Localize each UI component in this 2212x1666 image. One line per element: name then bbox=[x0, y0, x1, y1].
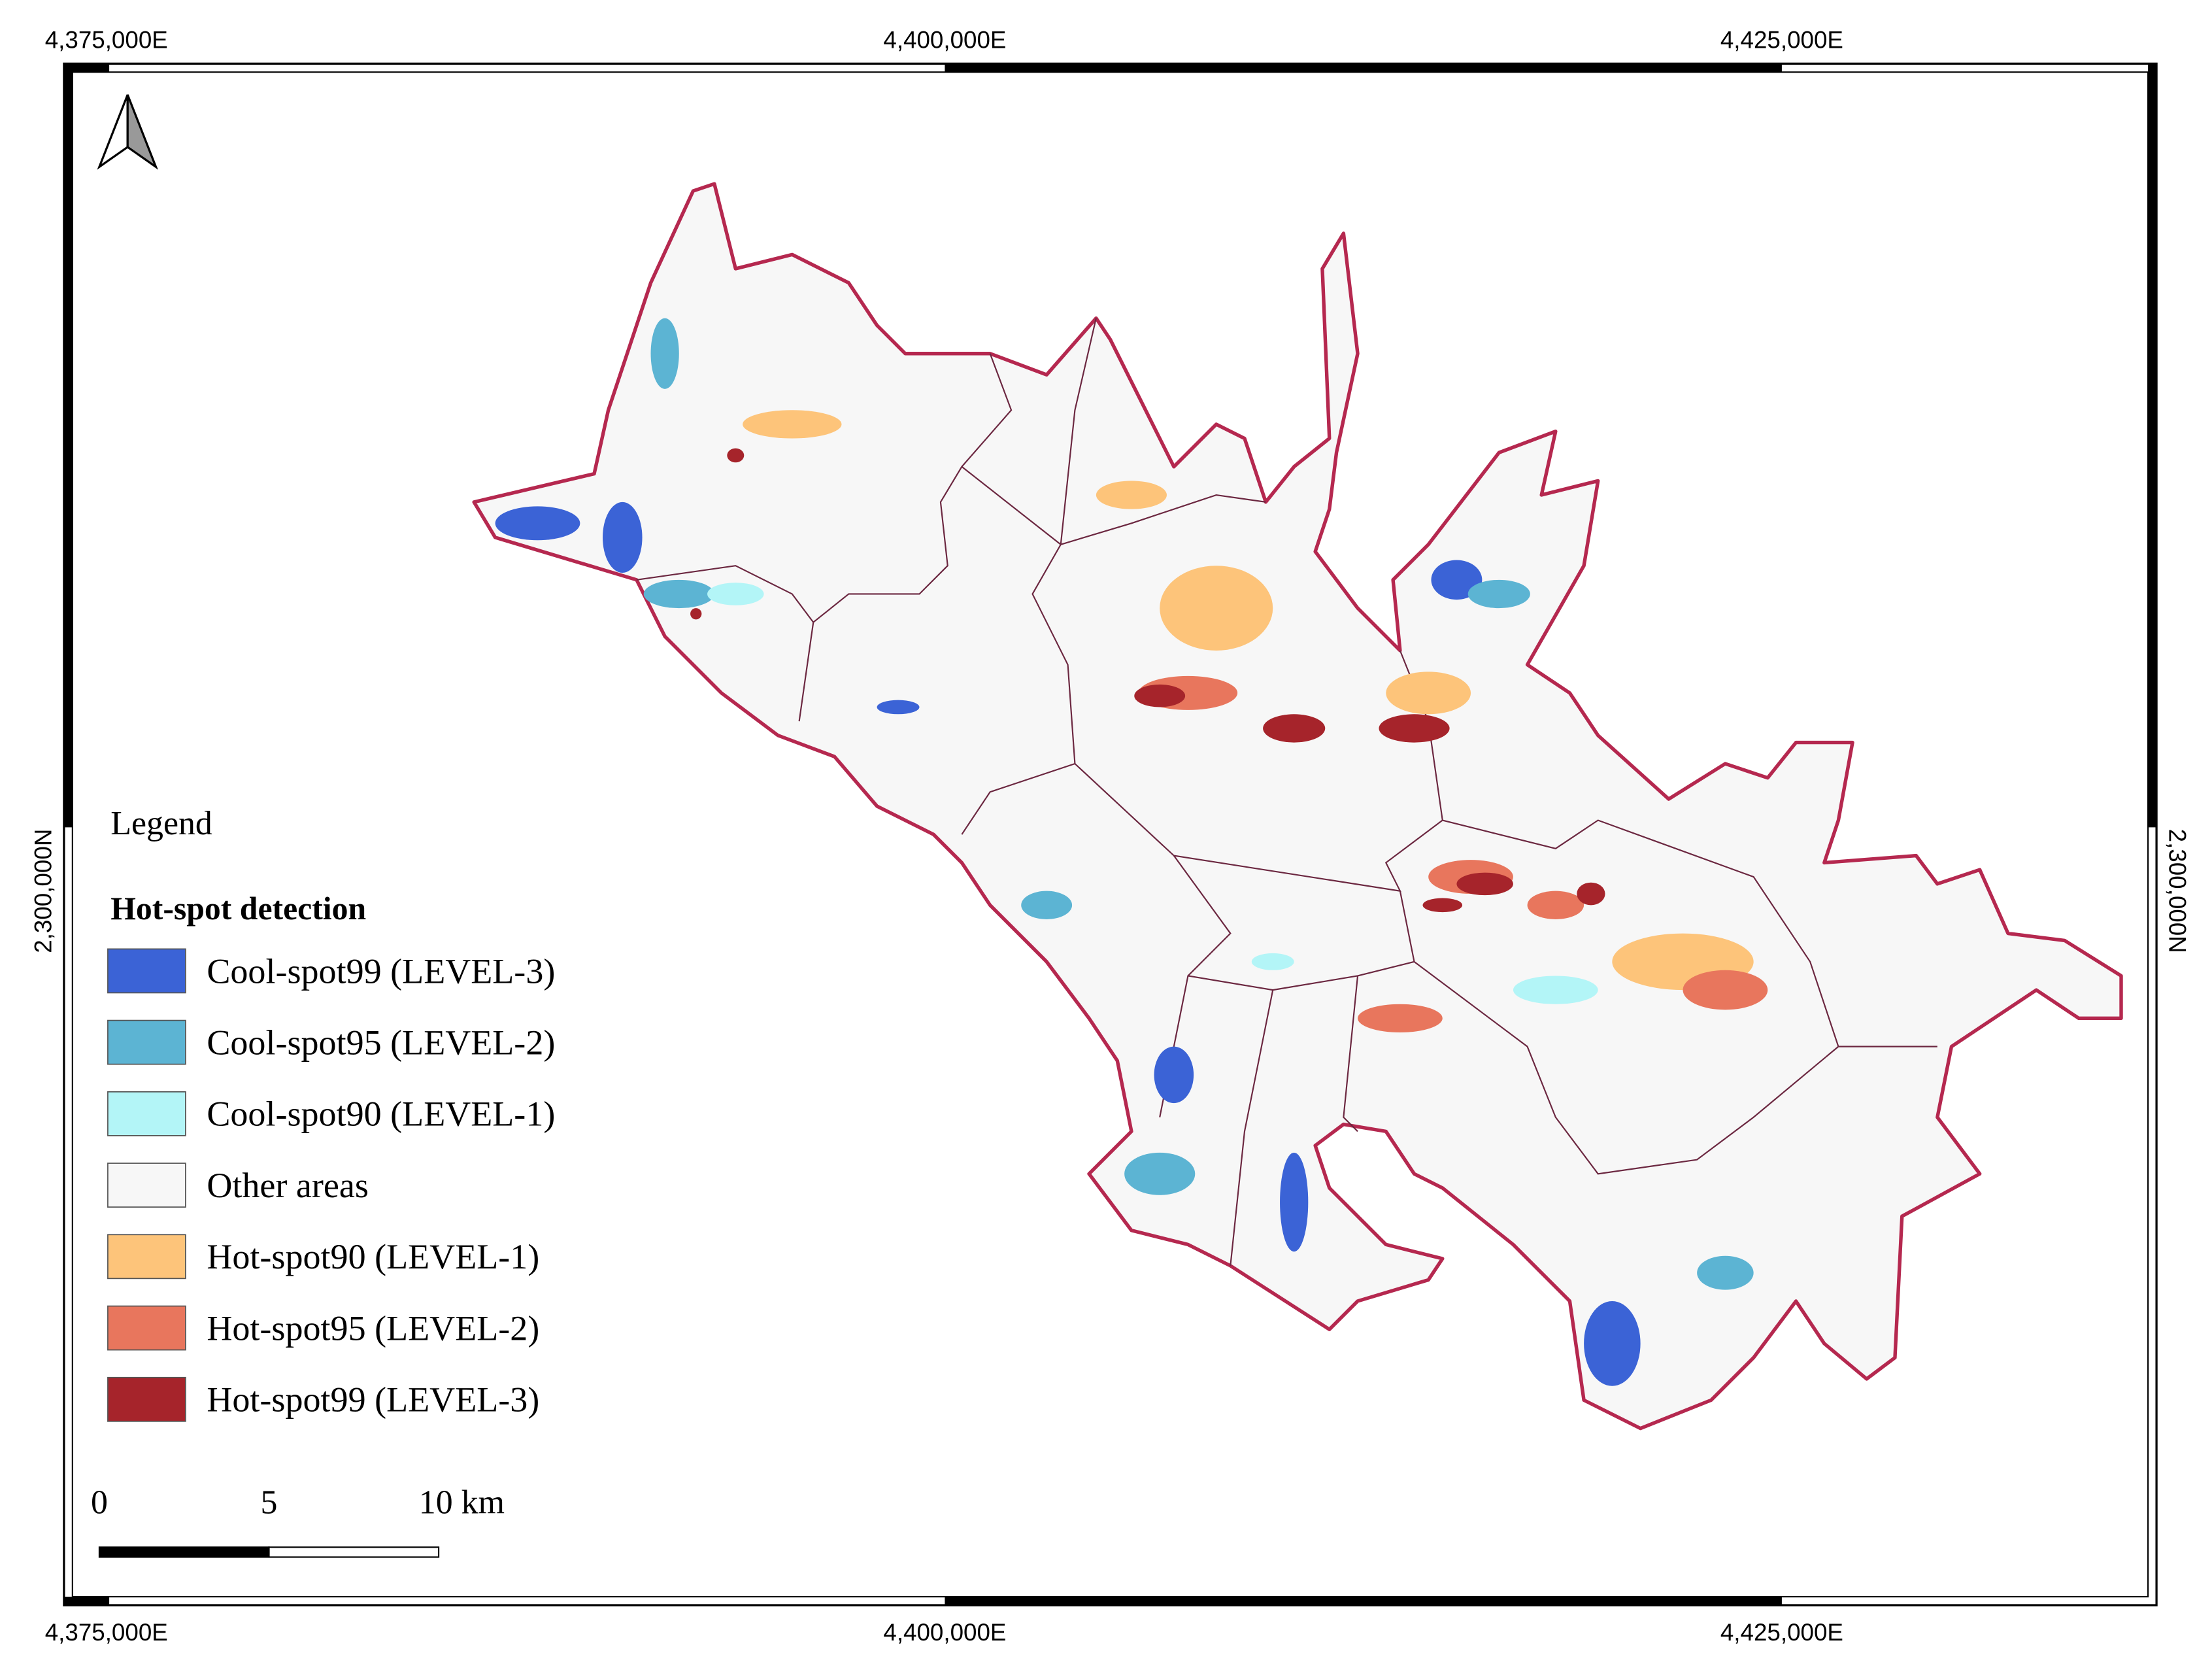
x-label-bottom: 4,375,000E bbox=[45, 1619, 168, 1646]
spot-patch bbox=[707, 583, 764, 605]
legend: Cool-spot99 (LEVEL-3) Cool-spot95 (LEVEL-… bbox=[107, 948, 555, 1422]
spot-patch bbox=[743, 410, 842, 439]
north-arrow bbox=[97, 94, 158, 170]
scale-label: 10 km bbox=[419, 1484, 505, 1521]
scale-bar-segment bbox=[268, 1546, 440, 1558]
spot-patch bbox=[1431, 560, 1483, 600]
spot-patch bbox=[1280, 1152, 1309, 1252]
legend-label: Cool-spot95 (LEVEL-2) bbox=[207, 1023, 555, 1062]
x-label-top: 4,400,000E bbox=[883, 27, 1006, 54]
spot-patch bbox=[1358, 1004, 1443, 1032]
spot-patch bbox=[1154, 1046, 1194, 1104]
x-label-bottom: 4,425,000E bbox=[1720, 1619, 1843, 1646]
spot-patch bbox=[877, 700, 920, 715]
legend-title: Hot-spot detection bbox=[110, 891, 366, 926]
spot-patch bbox=[1160, 566, 1273, 651]
frame-ticks bbox=[63, 63, 2157, 1605]
legend-heading: Legend bbox=[110, 805, 212, 842]
legend-label: Hot-spot95 (LEVEL-2) bbox=[207, 1308, 539, 1348]
spot-patch bbox=[1683, 970, 1768, 1010]
scale-bar-segment bbox=[98, 1546, 270, 1558]
spot-patch bbox=[1386, 672, 1471, 715]
legend-label: Hot-spot99 (LEVEL-3) bbox=[207, 1380, 539, 1420]
study-area bbox=[472, 182, 2123, 1431]
x-label-top: 4,425,000E bbox=[1720, 27, 1843, 54]
x-label-top: 4,375,000E bbox=[45, 27, 168, 54]
y-label-right: 2,300,000N bbox=[2164, 829, 2191, 953]
spot-patch bbox=[1263, 714, 1326, 743]
legend-swatch bbox=[107, 1305, 186, 1351]
spot-patch bbox=[727, 448, 745, 463]
scale-label: 0 bbox=[91, 1484, 108, 1521]
spot-patches bbox=[495, 318, 1768, 1386]
legend-label: Other areas bbox=[207, 1166, 369, 1205]
legend-label: Hot-spot90 (LEVEL-1) bbox=[207, 1237, 539, 1276]
spot-patch bbox=[1456, 872, 1513, 896]
legend-label: Cool-spot90 (LEVEL-1) bbox=[207, 1095, 555, 1134]
spot-patch bbox=[650, 318, 679, 389]
spot-patch bbox=[1527, 891, 1584, 919]
spot-patch bbox=[495, 506, 580, 541]
x-label-bottom: 4,400,000E bbox=[883, 1619, 1006, 1646]
spot-patch bbox=[602, 502, 643, 573]
spot-patch bbox=[1513, 976, 1598, 1004]
legend-swatch bbox=[107, 1376, 186, 1422]
legend-swatch bbox=[107, 1163, 186, 1208]
spot-patch bbox=[1134, 684, 1186, 707]
legend-swatch bbox=[107, 948, 186, 994]
legend-swatch bbox=[107, 1019, 186, 1065]
y-label-left: 2,300,000N bbox=[29, 829, 56, 953]
legend-swatch bbox=[107, 1234, 186, 1280]
spot-patch bbox=[1124, 1152, 1196, 1195]
spot-patch bbox=[1021, 891, 1073, 919]
scale-label: 5 bbox=[261, 1484, 278, 1521]
spot-patch bbox=[1422, 898, 1463, 913]
spot-patch bbox=[1584, 1300, 1641, 1386]
spot-patch bbox=[690, 608, 702, 620]
spot-patch bbox=[1697, 1255, 1754, 1290]
spot-patch bbox=[1577, 882, 1605, 906]
spot-patch bbox=[643, 579, 714, 609]
spot-patch bbox=[1379, 714, 1450, 743]
legend-swatch bbox=[107, 1091, 186, 1136]
spot-patch bbox=[1096, 481, 1167, 509]
spot-patch bbox=[1467, 579, 1530, 609]
spot-patch bbox=[1251, 953, 1294, 970]
legend-label: Cool-spot99 (LEVEL-3) bbox=[207, 951, 555, 991]
